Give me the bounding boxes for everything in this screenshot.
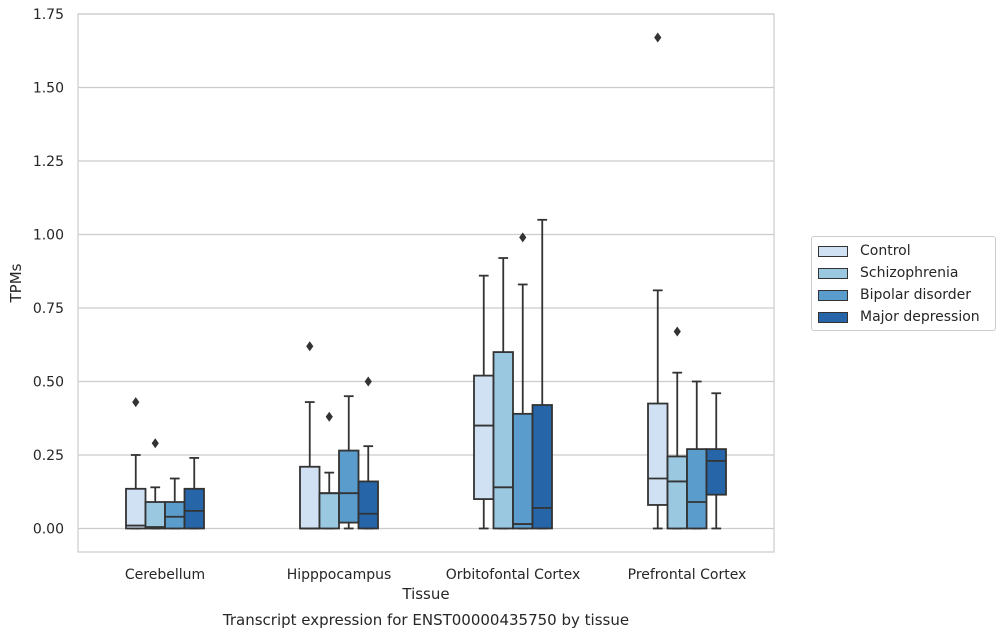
box — [183, 457, 205, 530]
x-tick-label: Cerebellum — [125, 567, 205, 583]
legend-label-control: Control — [860, 243, 911, 259]
box — [531, 218, 553, 530]
y-tick-label: 0.25 — [33, 448, 64, 464]
y-tick-label: 0.50 — [33, 374, 64, 390]
box — [686, 380, 708, 530]
box — [647, 32, 669, 530]
box-groups — [125, 32, 727, 530]
category-group — [473, 218, 553, 530]
box-body — [647, 402, 669, 506]
grid-lines — [78, 13, 774, 530]
box-body — [144, 501, 166, 530]
legend-swatch-control — [818, 245, 848, 257]
outlier-point — [132, 397, 140, 408]
box-body — [318, 492, 340, 530]
legend: Control Schizophrenia Bipolar disorder M… — [811, 236, 996, 331]
y-tick-label: 0.75 — [33, 301, 64, 317]
x-tick-label: Prefrontal Cortex — [628, 567, 747, 583]
box — [338, 395, 360, 530]
x-tick-labels: Cerebellum Hipppocampus Orbitofontal Corte… — [125, 567, 746, 583]
category-group — [647, 32, 727, 530]
box — [299, 341, 321, 530]
outlier-point — [364, 376, 372, 387]
plot-frame — [77, 13, 775, 553]
box-body — [164, 501, 186, 530]
box — [357, 376, 379, 530]
outlier-point — [325, 411, 333, 422]
box — [492, 257, 514, 530]
box-body — [492, 351, 514, 530]
box-body — [125, 487, 147, 530]
y-tick-label: 1.75 — [33, 7, 64, 23]
box-body — [531, 404, 553, 530]
box-body — [666, 455, 688, 530]
y-axis-label: TPMs — [7, 263, 25, 303]
box-body — [705, 448, 727, 496]
box — [125, 397, 147, 530]
box-body — [338, 449, 360, 524]
legend-swatch-major-depression — [818, 311, 848, 323]
box — [705, 392, 727, 530]
legend-item-bipolar-disorder: Bipolar disorder — [818, 285, 971, 305]
outlier-point — [673, 326, 681, 337]
x-tick-label: Orbitofontal Cortex — [446, 567, 581, 583]
box-body — [299, 465, 321, 530]
y-tick-label: 1.25 — [33, 154, 64, 170]
legend-swatch-schizophrenia — [818, 267, 848, 279]
x-tick-label: Hipppocampus — [287, 567, 392, 583]
box — [666, 326, 688, 530]
box-body — [473, 374, 495, 500]
category-group — [125, 397, 205, 530]
box — [512, 232, 534, 530]
outlier-point — [654, 32, 662, 43]
legend-swatch-bipolar-disorder — [818, 289, 848, 301]
box-body — [512, 412, 534, 530]
outlier-point — [306, 341, 314, 352]
y-tick-labels: 0.00 0.25 0.50 0.75 1.00 1.25 1.50 1.75 — [33, 7, 64, 537]
y-tick-label: 1.00 — [33, 227, 64, 243]
box-body — [686, 448, 708, 530]
box — [318, 411, 340, 530]
box-body — [357, 480, 379, 530]
box — [473, 274, 495, 530]
box — [164, 477, 186, 530]
legend-item-major-depression: Major depression — [818, 307, 980, 327]
box-body — [183, 487, 205, 530]
legend-label-bipolar-disorder: Bipolar disorder — [860, 287, 972, 303]
legend-item-schizophrenia: Schizophrenia — [818, 263, 958, 283]
category-group — [299, 341, 379, 530]
y-tick-label: 0.00 — [33, 521, 64, 537]
legend-item-control: Control — [818, 241, 911, 261]
outlier-point — [151, 438, 159, 449]
legend-label-schizophrenia: Schizophrenia — [860, 265, 959, 281]
box — [144, 438, 166, 530]
x-axis-label: Tissue — [401, 585, 449, 603]
legend-label-major-depression: Major depression — [860, 309, 980, 325]
chart-caption: Transcript expression for ENST0000043575… — [222, 611, 629, 629]
outlier-point — [519, 232, 527, 243]
y-tick-label: 1.50 — [33, 80, 64, 96]
